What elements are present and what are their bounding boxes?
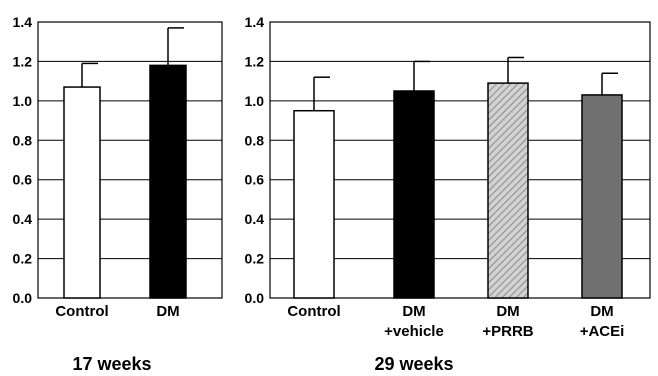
y-tick-label: 0.2 <box>13 251 33 267</box>
y-tick-label: 0.4 <box>245 211 265 227</box>
y-tick-label: 1.2 <box>13 53 33 69</box>
y-tick-label: 1.4 <box>13 14 33 30</box>
y-tick-label: 0.4 <box>13 211 33 227</box>
y-tick-label: 1.0 <box>245 93 265 109</box>
x-category-label: +PRRB <box>482 323 533 340</box>
y-tick-label: 0.0 <box>245 290 265 306</box>
y-tick-label: 1.4 <box>245 14 265 30</box>
x-category-label: Control <box>55 303 108 320</box>
x-category-label: Control <box>287 303 340 320</box>
bar <box>63 86 101 299</box>
panel-title: 17 weeks <box>72 354 151 374</box>
plot-frame <box>37 21 223 299</box>
y-tick-label: 0.6 <box>13 172 33 188</box>
y-tick-label: 0.8 <box>13 132 33 148</box>
bar <box>293 109 335 299</box>
chart-panel-29-weeks: 0.0 0.2 0.4 0.6 0.8 1.0 1.2 1.4 Control DM +vehicl… <box>245 14 651 374</box>
bar <box>149 64 187 299</box>
y-tick-label: 0.2 <box>245 251 265 267</box>
x-category-label: +vehicle <box>384 323 444 340</box>
bar <box>393 90 435 299</box>
x-category-label: DM <box>156 303 179 320</box>
y-tick-label: 0.6 <box>245 172 265 188</box>
panel-title: 29 weeks <box>374 354 453 374</box>
y-tick-label: 0.0 <box>13 290 33 306</box>
y-tick-label: 1.0 <box>13 93 33 109</box>
x-category-label: DM <box>590 303 613 320</box>
bar <box>581 94 623 299</box>
plot-frame <box>269 21 651 299</box>
bar <box>487 82 529 299</box>
y-tick-label: 1.2 <box>245 53 265 69</box>
x-category-label: DM <box>402 303 425 320</box>
y-tick-label: 0.8 <box>245 132 265 148</box>
x-category-label: +ACEi <box>580 323 625 340</box>
x-category-label: DM <box>496 303 519 320</box>
chart-panel-17-weeks: 0.0 0.2 0.4 0.6 0.8 1.0 1.2 1.4 Control DM 17 week… <box>13 14 223 374</box>
